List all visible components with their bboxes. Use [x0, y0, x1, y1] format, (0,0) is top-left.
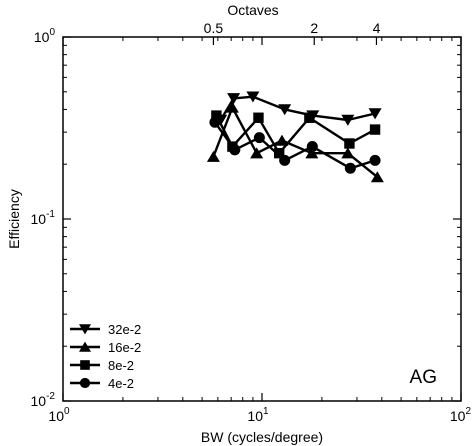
data-point — [341, 147, 355, 159]
x-ticks: 100 101 102 — [48, 37, 471, 424]
top-octave-label: 0.5 — [204, 20, 224, 36]
legend-marker — [79, 377, 91, 389]
y-axis-title: Efficiency — [6, 189, 22, 249]
legend-marker — [80, 360, 90, 370]
data-point — [206, 150, 220, 162]
data-point — [305, 147, 319, 159]
top-octave-ticks: 0.5 2 4 — [204, 20, 381, 45]
x-tick-label: 101 — [247, 406, 269, 424]
data-point — [250, 147, 264, 159]
top-octave-label: 4 — [373, 20, 381, 36]
data-point — [369, 154, 381, 166]
x-tick-label: 102 — [450, 406, 472, 424]
data-point — [211, 110, 222, 121]
y-ticks: 100 10-1 10-2 — [31, 27, 461, 409]
legend-marker — [79, 341, 91, 352]
data-point — [225, 101, 239, 113]
data-point — [341, 114, 355, 126]
y-tick-label: 10-1 — [31, 209, 56, 227]
top-axis-title: Octaves — [227, 2, 278, 18]
legend: 32e-2 16e-2 8e-2 4e-2 — [70, 322, 141, 391]
data-point — [368, 108, 382, 120]
data-point — [279, 154, 291, 166]
legend-label: 16e-2 — [108, 340, 141, 355]
top-octave-label: 2 — [310, 20, 318, 36]
data-point — [306, 141, 318, 153]
y-tick-label: 100 — [34, 27, 56, 45]
legend-label: 8e-2 — [108, 358, 134, 373]
legend-label: 32e-2 — [108, 322, 141, 337]
data-point — [344, 138, 355, 149]
data-point — [369, 124, 381, 135]
plot-frame — [62, 36, 462, 402]
data-point — [370, 171, 384, 183]
data-point — [344, 162, 356, 174]
data-point — [253, 132, 265, 144]
series-layer — [206, 91, 384, 183]
data-point — [275, 134, 289, 146]
data-point — [304, 112, 315, 123]
x-tick-label: 100 — [48, 406, 70, 424]
panel-annotation: AG — [410, 367, 437, 388]
data-point — [246, 91, 260, 103]
data-point — [273, 147, 285, 159]
y-tick-label: 10-2 — [31, 391, 56, 409]
data-point — [278, 104, 292, 116]
data-point — [227, 93, 241, 105]
legend-marker — [79, 324, 91, 335]
data-point — [253, 112, 264, 123]
data-point — [229, 144, 241, 156]
x-axis-title: BW (cycles/degree) — [201, 429, 323, 445]
legend-label: 4e-2 — [108, 376, 134, 391]
data-point — [209, 116, 221, 128]
